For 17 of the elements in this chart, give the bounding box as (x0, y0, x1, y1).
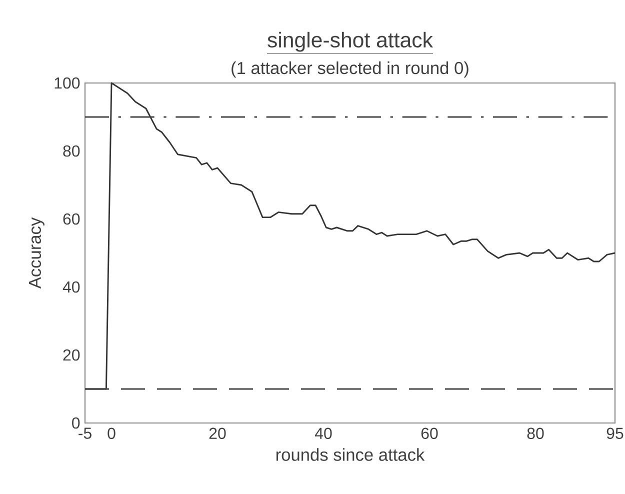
x-tick-label: 80 (527, 428, 544, 440)
x-tick-label: 60 (421, 428, 438, 440)
x-tick-label: -5 (78, 428, 92, 439)
chart-subtitle: (1 attacker selected in round 0) (232, 61, 468, 78)
y-tick-label: 20 (63, 349, 80, 361)
x-tick-label: 20 (209, 428, 226, 440)
y-tick-label: 40 (62, 281, 80, 293)
y-tick-label: 0 (72, 417, 80, 429)
x-tick-label: 0 (108, 428, 116, 440)
y-tick-label: 100 (54, 77, 80, 89)
y-tick-label: 80 (63, 145, 80, 157)
y-axis-title: Accuracy (28, 217, 44, 289)
x-axis-title: rounds since attack (276, 448, 425, 461)
x-tick-label: 95 (606, 428, 624, 440)
x-tick-label: 40 (314, 428, 332, 440)
y-tick-label: 60 (63, 213, 80, 225)
chart-title: single-shot attack (268, 32, 433, 52)
